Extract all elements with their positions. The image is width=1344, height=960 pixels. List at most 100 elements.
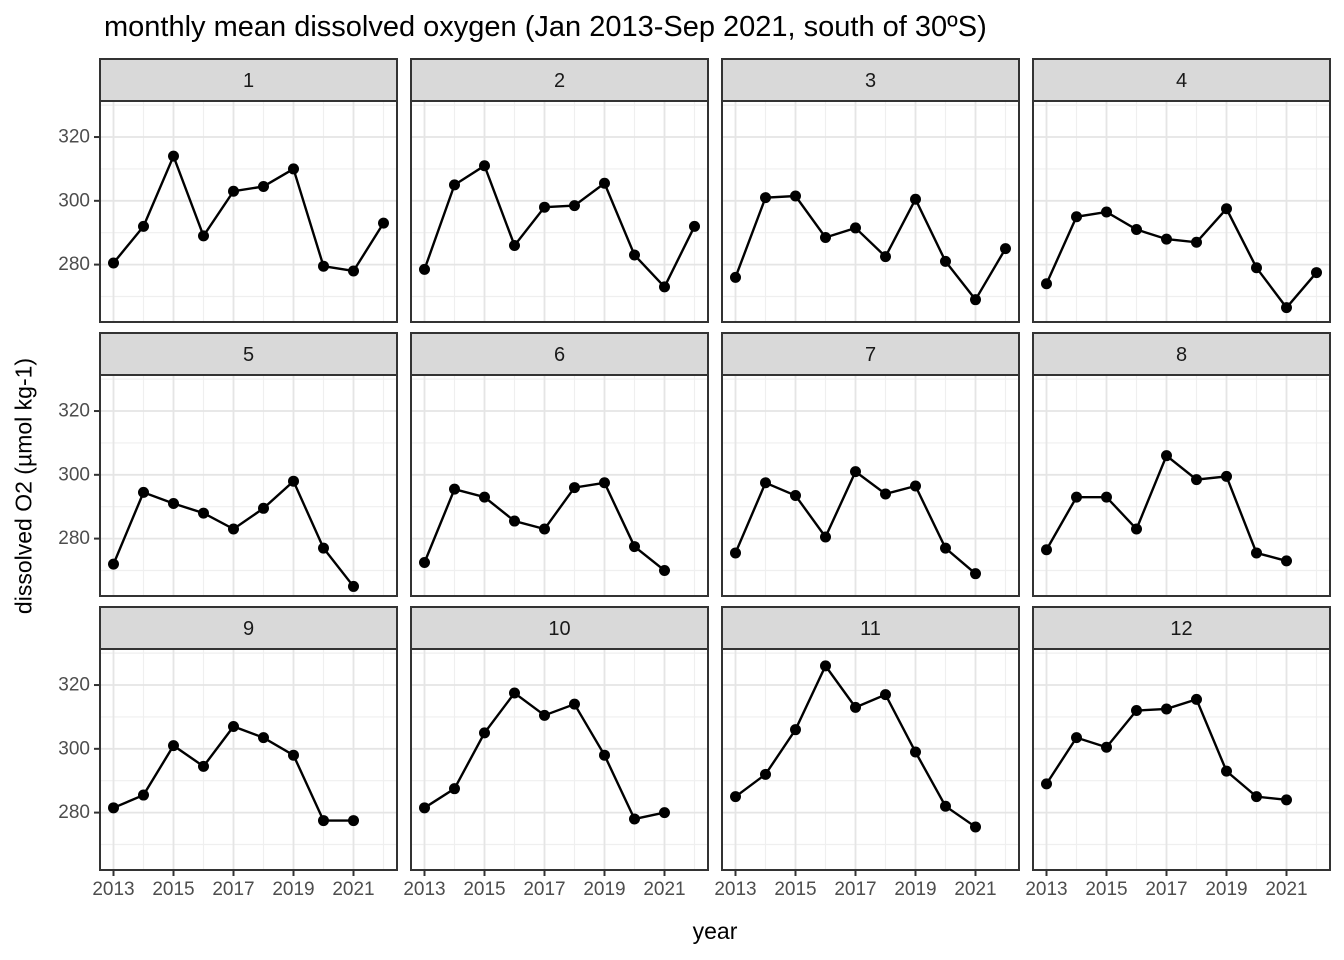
- data-point: [419, 263, 430, 275]
- facet-panel-4: 4: [1032, 58, 1331, 323]
- data-point: [1191, 236, 1202, 248]
- data-point: [850, 701, 861, 713]
- x-axis-tick-label: 2019: [272, 879, 314, 900]
- data-point: [1281, 555, 1292, 567]
- data-point: [569, 698, 580, 710]
- x-axis-tick-label: 2021: [954, 879, 996, 900]
- data-point: [1191, 693, 1202, 705]
- x-axis-tick-label: 2021: [643, 879, 685, 900]
- data-point: [629, 541, 640, 553]
- data-point: [629, 249, 640, 261]
- facet-strip-label: 10: [548, 618, 570, 640]
- data-point: [940, 542, 951, 554]
- data-point: [569, 482, 580, 494]
- facet-strip: [410, 58, 709, 102]
- data-point: [1161, 233, 1172, 245]
- data-point: [1041, 278, 1052, 290]
- data-point: [288, 475, 299, 487]
- data-point: [880, 689, 891, 701]
- data-line: [1045, 206, 1318, 310]
- x-axis-tick-label: 2019: [583, 879, 625, 900]
- data-point: [419, 802, 430, 814]
- data-point: [629, 813, 640, 825]
- data-point: [138, 789, 149, 801]
- data-point: [850, 466, 861, 478]
- data-point: [910, 480, 921, 492]
- facet-panel-12: 12 2013 2015 2017 2019 2021: [1025, 606, 1331, 900]
- data-point: [1281, 302, 1292, 314]
- data-point: [228, 523, 239, 535]
- x-axis-tick-label: 2017: [834, 879, 876, 900]
- facet-strip-label: 12: [1170, 618, 1192, 640]
- data-point: [228, 720, 239, 732]
- data-point: [318, 542, 329, 554]
- facet-strip-label: 9: [243, 618, 254, 640]
- data-point: [509, 515, 520, 527]
- data-point: [168, 498, 179, 510]
- data-point: [1071, 732, 1082, 744]
- data-point: [1251, 791, 1262, 803]
- y-axis-tick-label: 280: [58, 528, 90, 549]
- data-point: [790, 190, 801, 202]
- facet-panel-2: 2: [410, 58, 709, 323]
- data-point: [1191, 474, 1202, 486]
- facet-panel-1: 1 280 300 320: [58, 58, 398, 323]
- panel-background: [722, 101, 1019, 322]
- x-axis-tick-label: 2013: [714, 879, 756, 900]
- data-point: [1161, 703, 1172, 715]
- y-axis-tick-label: 280: [58, 254, 90, 275]
- data-point: [138, 220, 149, 232]
- data-point: [539, 709, 550, 721]
- data-point: [970, 568, 981, 580]
- panel-background: [722, 649, 1019, 870]
- data-point: [198, 507, 209, 519]
- data-point: [599, 177, 610, 189]
- data-point: [569, 200, 580, 212]
- facet-strip: [721, 606, 1020, 650]
- data-point: [318, 260, 329, 272]
- data-point: [258, 180, 269, 192]
- data-point: [659, 564, 670, 576]
- data-point: [419, 557, 430, 569]
- facet-panel-11: 11 2013 2015 2017 2019 2021: [714, 606, 1020, 900]
- data-point: [138, 486, 149, 498]
- data-point: [760, 768, 771, 780]
- y-axis-tick-label: 300: [58, 190, 90, 211]
- data-point: [258, 502, 269, 514]
- data-point: [599, 749, 610, 761]
- facet-strip: [410, 332, 709, 376]
- facet-strip-label: 6: [554, 344, 565, 366]
- data-point: [1221, 765, 1232, 777]
- data-point: [820, 231, 831, 243]
- data-point: [1000, 243, 1011, 255]
- x-axis-tick-label: 2019: [894, 879, 936, 900]
- data-point: [820, 531, 831, 543]
- data-point: [760, 192, 771, 204]
- data-point: [108, 558, 119, 570]
- data-point: [1101, 206, 1112, 218]
- data-point: [910, 193, 921, 205]
- data-point: [449, 179, 460, 191]
- panel-background: [100, 375, 397, 596]
- data-point: [940, 255, 951, 267]
- data-point: [850, 222, 861, 234]
- facet-strip-label: 8: [1176, 344, 1187, 366]
- facet-strip-label: 1: [243, 70, 254, 92]
- x-axis-title: year: [692, 918, 738, 944]
- data-point: [539, 201, 550, 213]
- facet-panel-6: 6: [410, 332, 709, 597]
- data-point: [228, 185, 239, 197]
- facet-strip-label: 3: [865, 70, 876, 92]
- x-axis-tick-label: 2015: [774, 879, 816, 900]
- data-point: [288, 749, 299, 761]
- data-point: [1221, 203, 1232, 215]
- facet-strip-label: 7: [865, 344, 876, 366]
- x-axis-tick-label: 2017: [212, 879, 254, 900]
- x-axis-tick-label: 2019: [1205, 879, 1247, 900]
- data-point: [1161, 450, 1172, 462]
- facet-strip-label: 5: [243, 344, 254, 366]
- y-axis-tick-label: 300: [58, 738, 90, 759]
- data-point: [1101, 491, 1112, 503]
- panel-background: [411, 649, 708, 870]
